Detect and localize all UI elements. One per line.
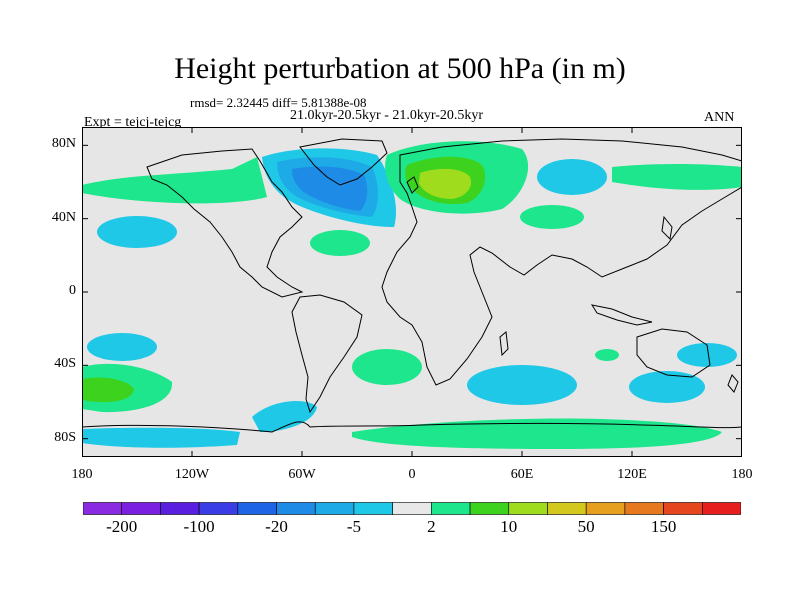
period-label: 21.0kyr-20.5kyr - 21.0kyr-20.5kyr (290, 108, 484, 123)
colorbar-label: 10 (500, 517, 518, 536)
anomaly-fills (82, 141, 742, 449)
coast-japan (661, 215, 673, 241)
colorbar-swatch (314, 502, 355, 515)
anomaly-pos-antarctic-east (352, 418, 722, 449)
anomaly-neg-antarctic-west (82, 427, 240, 448)
colorbar-swatch (469, 502, 510, 515)
colorbar-swatch (624, 502, 664, 515)
anomaly-neg-antarctic-peninsula (252, 401, 317, 432)
anomaly-neg-indian-ocean (467, 365, 577, 405)
anomaly-neg-greenland-inner (292, 166, 368, 211)
anomaly-pos-north-atlantic (310, 230, 370, 256)
x-tick-label: 120E (617, 467, 647, 482)
anomaly-neg-siberia (537, 159, 607, 195)
colorbar-swatch (353, 502, 393, 515)
coast-madagascar (499, 331, 509, 357)
y-tick-label: 80N (51, 136, 76, 152)
colorbar-label: 150 (650, 517, 677, 536)
colorbar-swatch (121, 502, 161, 515)
colorbar-swatch (701, 502, 741, 515)
colorbar-swatch (547, 502, 587, 515)
colorbar-swatch (663, 502, 703, 515)
x-tick-label: 0 (408, 467, 416, 482)
colorbar (83, 502, 741, 515)
anomaly-pos-central-asia (520, 205, 584, 229)
y-tick-label: 40S (54, 356, 76, 372)
colorbar-label: -100 (183, 517, 215, 536)
anomaly-neg-southeast-pacific (629, 371, 705, 403)
colorbar-swatch (392, 502, 432, 515)
x-tick-label: 180 (731, 467, 753, 482)
colorbar-swatch (83, 502, 123, 515)
coast-indonesia (590, 304, 653, 326)
stats-label: rmsd= 2.32445 diff= 5.81388e-08 (190, 95, 367, 110)
colorbar-label: -5 (346, 517, 362, 536)
map-title: Height perturbation at 500 hPa (in m) (174, 52, 626, 85)
coastlines (82, 138, 742, 433)
anomaly-pos-south-pacific-inner (82, 377, 134, 403)
colorbar-label: -200 (106, 517, 138, 536)
colorbar-swatch (198, 502, 239, 515)
colorbar-swatch (276, 502, 316, 515)
coast-eurasia-africa (381, 138, 742, 386)
coast-south-america (291, 294, 363, 414)
colorbar-label: -20 (265, 517, 288, 536)
y-tick-label: 40N (51, 209, 76, 225)
axis-ticks (82, 127, 742, 457)
anomaly-neg-south-pacific (87, 333, 157, 361)
coast-antarctica (82, 421, 742, 433)
anomaly-pos-europe-inner (419, 168, 472, 199)
colorbar-swatch (585, 502, 626, 515)
colorbar-swatch (508, 502, 548, 515)
colorbar-swatch (237, 502, 277, 515)
x-tick-label: 180 (71, 467, 93, 482)
experiment-label: Expt = tejcj-tejcg (84, 115, 182, 130)
season-label: ANN (704, 110, 735, 125)
coast-greenland (299, 138, 388, 186)
anomaly-neg-tasman (677, 343, 737, 367)
colorbar-swatch (431, 502, 471, 515)
coast-uk (406, 176, 419, 194)
colorbar-label: 2 (427, 517, 436, 536)
anomaly-pos-south-atlantic (352, 349, 422, 385)
coast-new-zealand (727, 374, 739, 393)
x-tick-label: 60W (288, 467, 316, 482)
map-plot (82, 127, 742, 457)
anomaly-pos-indonesia (595, 349, 619, 361)
anomaly-pos-east-band (612, 164, 742, 190)
coast-australia (636, 328, 711, 378)
anomaly-neg-north-pacific (97, 216, 177, 248)
x-tick-label: 120W (174, 467, 210, 482)
anomaly-pos-north-band (82, 157, 267, 204)
y-tick-label: 0 (69, 283, 76, 298)
colorbar-swatch (160, 502, 200, 515)
colorbar-label: 50 (577, 517, 595, 536)
y-tick-label: 80S (54, 429, 76, 445)
x-tick-label: 60E (510, 467, 534, 482)
coast-north-america (146, 148, 304, 298)
